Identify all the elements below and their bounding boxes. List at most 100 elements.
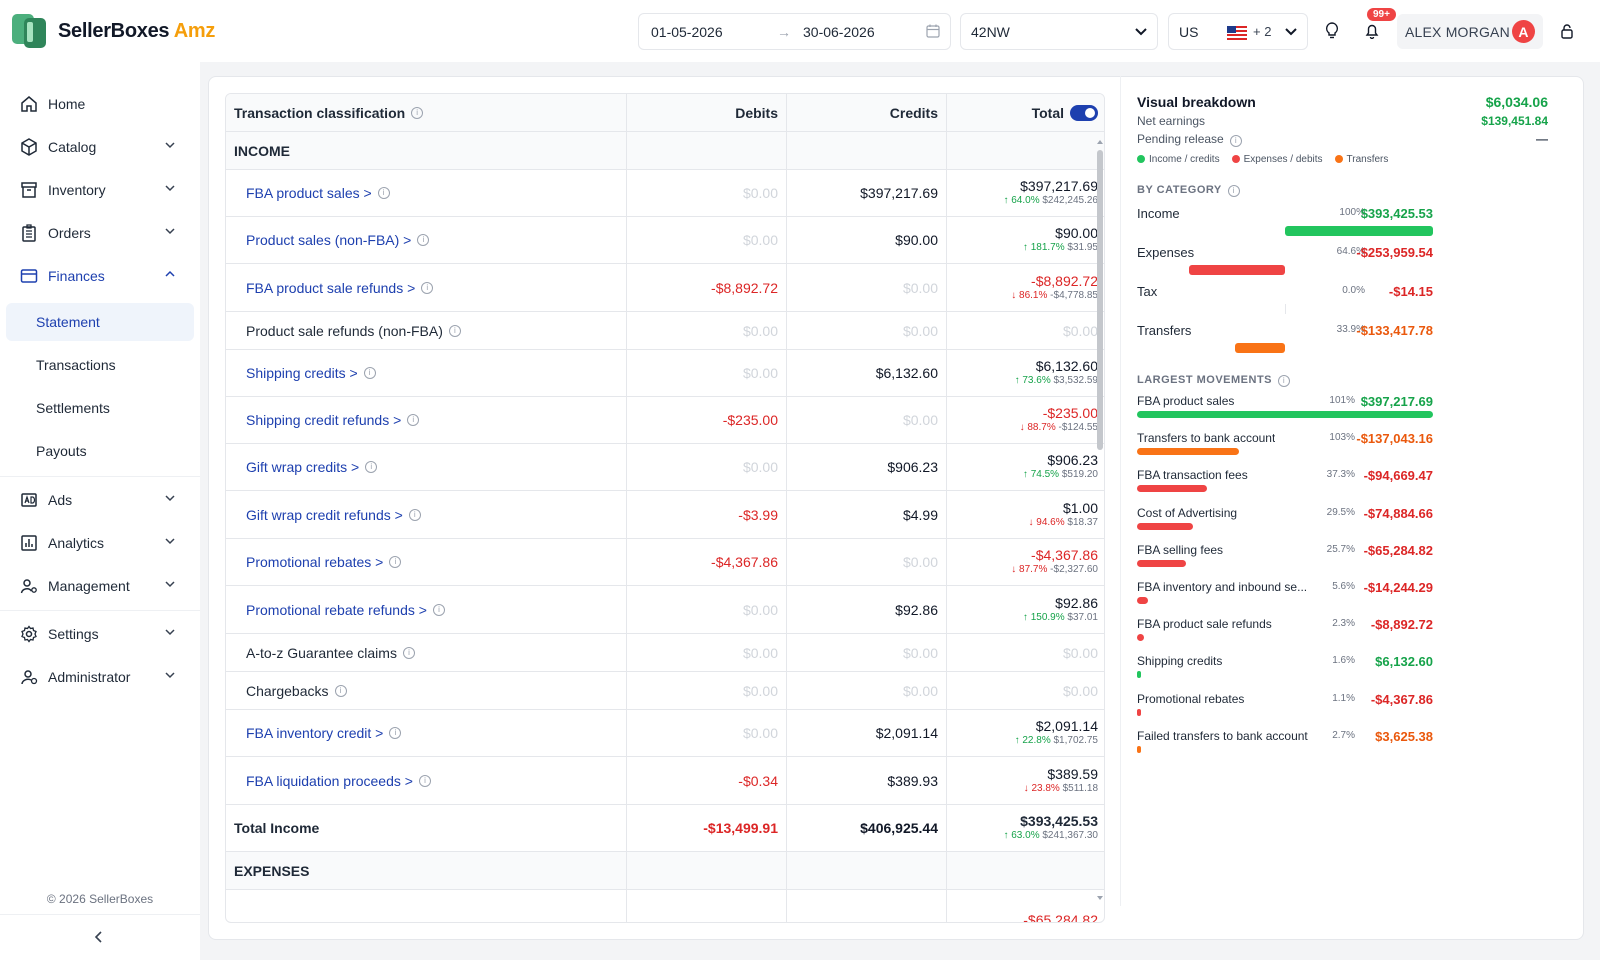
- movement-bar: [1137, 411, 1433, 418]
- info-icon[interactable]: i: [411, 106, 424, 119]
- info-icon[interactable]: i: [402, 646, 415, 659]
- table-row-partial: -$65,284.82: [226, 890, 1104, 922]
- movement-row[interactable]: FBA product sale refunds 2.3% -$8,892.72: [1137, 617, 1433, 653]
- user-menu[interactable]: ALEX MORGAN A: [1397, 14, 1543, 49]
- debit-value: -$3.99: [626, 491, 786, 538]
- total-change: ↑ 150.9% $37.01: [1022, 611, 1098, 623]
- info-icon[interactable]: i: [389, 727, 402, 739]
- row-label[interactable]: Gift wrap credits >: [246, 459, 360, 475]
- date-range-picker[interactable]: 01-05-2026 → 30-06-2026: [638, 13, 951, 50]
- info-icon[interactable]: i: [1229, 135, 1242, 147]
- sidebar-item-orders[interactable]: Orders: [0, 215, 200, 251]
- row-label[interactable]: Promotional rebates >: [246, 554, 384, 570]
- info-icon[interactable]: i: [377, 187, 390, 199]
- total-value: $393,425.53: [1020, 812, 1098, 829]
- row-label: A-to-z Guarantee claims: [246, 644, 397, 661]
- row-label-cell[interactable]: FBA product sales > i: [226, 170, 626, 216]
- row-label[interactable]: Shipping credits >: [246, 365, 358, 381]
- sidebar-item-settings[interactable]: Settings: [0, 616, 200, 652]
- date-from[interactable]: 01-05-2026: [651, 23, 723, 40]
- category-row[interactable]: Transfers 33.9% -$133,417.78: [1137, 323, 1433, 359]
- movement-row[interactable]: FBA inventory and inbound se... 5.6% -$14,…: [1137, 580, 1433, 616]
- movement-row[interactable]: FBA selling fees 25.7% -$65,284.82: [1137, 543, 1433, 579]
- info-icon[interactable]: i: [432, 603, 445, 616]
- info-icon[interactable]: i: [1227, 185, 1240, 197]
- row-label-cell[interactable]: FBA inventory credit > i: [226, 710, 626, 756]
- info-icon[interactable]: i: [407, 414, 420, 426]
- total-cell: $0.00: [946, 672, 1104, 709]
- movement-row[interactable]: FBA product sales 101% $397,217.69: [1137, 394, 1433, 430]
- row-label[interactable]: FBA inventory credit >: [246, 725, 384, 741]
- row-label-cell[interactable]: Shipping credit refunds > i: [226, 397, 626, 443]
- row-label-cell[interactable]: Promotional rebates > i: [226, 539, 626, 585]
- category-row[interactable]: Expenses 64.6% -$253,959.54: [1137, 245, 1433, 281]
- row-label[interactable]: FBA product sales >: [246, 185, 372, 201]
- info-icon[interactable]: i: [448, 324, 461, 337]
- sidebar-item-home[interactable]: Home: [0, 86, 200, 122]
- row-label-cell[interactable]: Promotional rebate refunds > i: [226, 586, 626, 633]
- col-header-debits[interactable]: Debits: [626, 94, 786, 131]
- debit-value: -$13,499.91: [626, 804, 786, 851]
- us-flag-icon: [1227, 26, 1247, 40]
- lock-icon[interactable]: [1556, 20, 1578, 42]
- movement-pct: 2.3%: [1332, 618, 1355, 630]
- movement-row[interactable]: FBA transaction fees 37.3% -$94,669.47: [1137, 468, 1433, 504]
- row-label-cell[interactable]: Shipping credits > i: [226, 350, 626, 396]
- lightbulb-icon[interactable]: [1321, 20, 1343, 42]
- sidebar-item-inventory[interactable]: Inventory: [0, 172, 200, 208]
- row-label-cell[interactable]: Gift wrap credit refunds > i: [226, 491, 626, 538]
- sidebar-item-ads[interactable]: Ads: [0, 482, 200, 518]
- total-cell: $393,425.53 ↑ 63.0% $241,367.30: [946, 804, 1104, 851]
- total-value: $906.23: [1047, 452, 1098, 468]
- row-label-cell[interactable]: FBA liquidation proceeds > i: [226, 757, 626, 804]
- calendar-icon[interactable]: [926, 24, 940, 38]
- marketplace-select[interactable]: US + 2: [1168, 13, 1308, 50]
- sidebar-item-finances[interactable]: Finances: [0, 258, 200, 294]
- info-icon[interactable]: i: [389, 556, 402, 568]
- info-icon[interactable]: i: [363, 367, 376, 379]
- row-label[interactable]: Gift wrap credit refunds >: [246, 506, 403, 523]
- row-label[interactable]: Promotional rebate refunds >: [246, 601, 427, 618]
- collapse-sidebar-icon[interactable]: [92, 930, 106, 944]
- sidebar-subitem-transactions[interactable]: Transactions: [36, 357, 116, 373]
- section-row-expenses: EXPENSES: [226, 852, 1104, 890]
- brand-logo[interactable]: SellerBoxes Amz: [10, 12, 215, 50]
- sidebar-subitem-statement[interactable]: Statement: [6, 303, 194, 341]
- movement-row[interactable]: Failed transfers to bank account 2.7% $3,6…: [1137, 729, 1433, 765]
- sidebar-subitem-settlements[interactable]: Settlements: [36, 400, 110, 416]
- col-header-credits[interactable]: Credits: [786, 94, 946, 131]
- movement-row[interactable]: Cost of Advertising 29.5% -$74,884.66: [1137, 506, 1433, 542]
- sidebar-item-catalog[interactable]: Catalog: [0, 129, 200, 165]
- info-icon[interactable]: i: [418, 774, 431, 787]
- category-pct: 0.0%: [1342, 285, 1365, 296]
- total-toggle[interactable]: [1070, 104, 1098, 121]
- col-header-total[interactable]: Total: [946, 94, 1104, 131]
- row-label-cell[interactable]: Gift wrap credits > i: [226, 444, 626, 490]
- movement-row[interactable]: Promotional rebates 1.1% -$4,367.86: [1137, 692, 1433, 728]
- sidebar-item-management[interactable]: Management: [0, 568, 200, 604]
- row-label-cell[interactable]: FBA product sale refunds > i: [226, 264, 626, 311]
- category-row[interactable]: Tax 0.0% -$14.15: [1137, 284, 1433, 320]
- table-scrollbar[interactable]: [1094, 136, 1106, 906]
- info-icon[interactable]: i: [365, 461, 378, 473]
- info-icon[interactable]: i: [421, 281, 434, 294]
- info-icon[interactable]: i: [334, 684, 347, 697]
- movement-row[interactable]: Shipping credits 1.6% $6,132.60: [1137, 654, 1433, 690]
- row-label[interactable]: FBA liquidation proceeds >: [246, 772, 413, 789]
- sidebar-subitem-payouts[interactable]: Payouts: [36, 443, 87, 459]
- row-label[interactable]: Product sales (non-FBA) >: [246, 232, 412, 248]
- row-label-cell[interactable]: Product sales (non-FBA) > i: [226, 217, 626, 263]
- sidebar-item-analytics[interactable]: Analytics: [0, 525, 200, 561]
- store-select[interactable]: 42NW: [960, 13, 1158, 50]
- bell-icon[interactable]: [1361, 20, 1383, 42]
- category-row[interactable]: Income 100% $393,425.53: [1137, 206, 1433, 242]
- info-icon[interactable]: i: [408, 508, 421, 521]
- row-label[interactable]: Shipping credit refunds >: [246, 412, 402, 428]
- date-to[interactable]: 30-06-2026: [803, 23, 875, 40]
- info-icon[interactable]: i: [417, 234, 430, 246]
- sidebar-item-administrator[interactable]: Administrator: [0, 659, 200, 695]
- movement-row[interactable]: Transfers to bank account 103% -$137,043.1…: [1137, 431, 1433, 467]
- row-label[interactable]: FBA product sale refunds >: [246, 279, 416, 296]
- info-icon[interactable]: i: [1278, 375, 1291, 387]
- chevron-down-icon: [165, 672, 175, 679]
